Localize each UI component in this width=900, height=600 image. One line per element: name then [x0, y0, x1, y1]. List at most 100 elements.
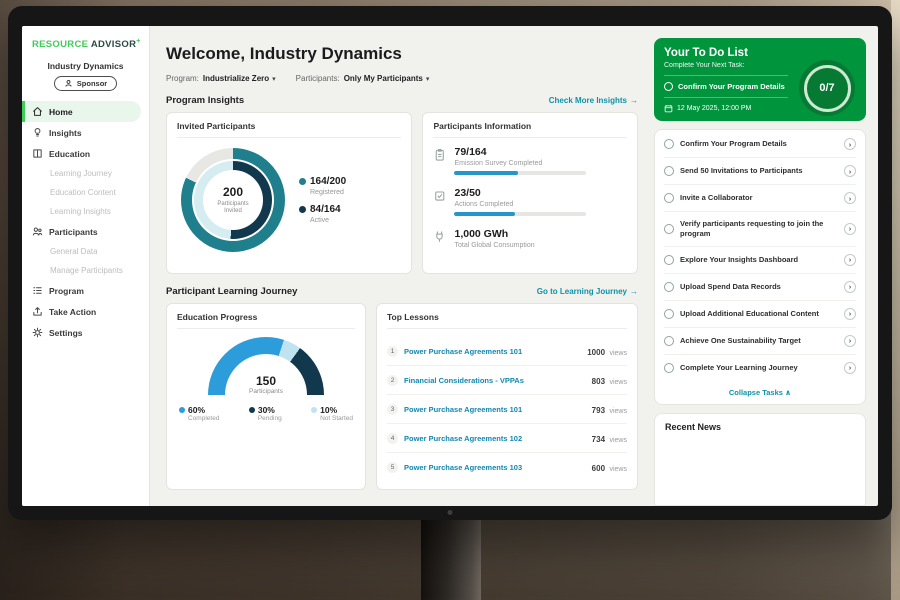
- lesson-link[interactable]: Power Purchase Agreements 101: [404, 346, 523, 356]
- chevron-right-icon[interactable]: ›: [844, 334, 856, 347]
- task-row-verify-participants[interactable]: Verify participants requesting to join t…: [664, 212, 856, 247]
- sidebar-item-take-action[interactable]: Take Action: [22, 301, 149, 322]
- window-light-strip: [891, 0, 900, 600]
- checkbox-icon[interactable]: [664, 281, 674, 292]
- checkbox-icon[interactable]: [664, 362, 674, 373]
- chevron-right-icon[interactable]: ›: [844, 165, 856, 177]
- divider: [664, 75, 788, 76]
- legend-label: Not Started: [320, 415, 353, 422]
- invited-legend: 164/200 Registered 84/164 Active: [299, 168, 346, 232]
- participants-filter: Participants: Only My Participants ▾: [296, 74, 430, 83]
- checkbox-icon[interactable]: [664, 254, 674, 265]
- invited-total: 200: [222, 184, 244, 199]
- todo-next-task[interactable]: Confirm Your Program Details: [664, 82, 856, 91]
- gauge-label: Participants: [249, 388, 283, 395]
- task-row-upload-spend-data[interactable]: Upload Spend Data Records ›: [664, 274, 856, 301]
- legend-label: Active: [310, 217, 330, 224]
- lesson-rank: 2: [387, 374, 398, 386]
- checkbox-icon[interactable]: [664, 193, 674, 203]
- monitor-stand: [421, 518, 481, 600]
- chevron-right-icon[interactable]: ›: [844, 280, 856, 293]
- lesson-views: 734: [591, 435, 606, 444]
- chevron-down-icon: ▾: [272, 75, 276, 83]
- insights-cards-row: Invited Participants 200 Participants In…: [166, 112, 638, 274]
- program-insights-title: Program Insights: [166, 95, 245, 106]
- lesson-link[interactable]: Financial Considerations - VPPAs: [404, 375, 524, 385]
- todo-panel: Your To Do List Complete Your Next Task:…: [650, 26, 878, 506]
- stat-label: Emission Survey Completed: [454, 160, 543, 167]
- book-icon: [32, 148, 43, 159]
- sidebar-item-home[interactable]: Home: [22, 101, 141, 123]
- home-icon: [32, 106, 43, 117]
- task-row-upload-educational-content[interactable]: Upload Additional Educational Content ›: [664, 301, 856, 328]
- sidebar-item-settings[interactable]: Settings: [22, 322, 149, 343]
- views-word: views: [609, 350, 627, 357]
- lesson-views: 793: [591, 406, 606, 415]
- lesson-row: 2 Financial Considerations - VPPAs 803 v…: [387, 366, 627, 395]
- checkbox-icon[interactable]: [664, 82, 673, 91]
- chevron-right-icon[interactable]: ›: [844, 222, 856, 235]
- checkbox-icon[interactable]: [664, 223, 674, 234]
- filter-bar: Program: Industrialize Zero ▾ Participan…: [166, 74, 638, 83]
- checkbox-icon[interactable]: [664, 308, 674, 319]
- chevron-right-icon[interactable]: ›: [844, 307, 856, 320]
- views-word: views: [609, 466, 627, 473]
- task-row-send-invitations[interactable]: Send 50 Invitations to Participants ›: [664, 158, 856, 185]
- go-to-learning-journey-link[interactable]: Go to Learning Journey →: [537, 287, 638, 296]
- legend-value: 30%: [257, 405, 275, 415]
- check-more-insights-link[interactable]: Check More Insights →: [549, 96, 638, 105]
- task-row-achieve-target[interactable]: Achieve One Sustainability Target ›: [664, 328, 856, 355]
- emission-survey-progress-bar: [454, 171, 587, 175]
- checkbox-icon[interactable]: [664, 166, 674, 176]
- lesson-link[interactable]: Power Purchase Agreements 103: [404, 462, 523, 472]
- participants-icon: [32, 226, 43, 237]
- task-label: Achieve One Sustainability Target: [680, 335, 801, 345]
- participants-information-card: Participants Information 79/164 Emission…: [422, 112, 638, 274]
- task-row-complete-learning-journey[interactable]: Complete Your Learning Journey ›: [664, 355, 856, 381]
- task-row-invite-collaborator[interactable]: Invite a Collaborator ›: [664, 185, 856, 212]
- task-label: Invite a Collaborator: [680, 193, 753, 203]
- monitor-logo: [447, 510, 453, 515]
- org-name: Industry Dynamics: [47, 61, 124, 72]
- stat-value: 1,000 GWh: [454, 228, 509, 240]
- sidebar-item-participants[interactable]: Participants: [22, 221, 149, 242]
- task-row-confirm-program[interactable]: Confirm Your Program Details ›: [664, 131, 856, 158]
- sponsor-badge[interactable]: Sponsor: [53, 76, 118, 92]
- todo-task-list: Confirm Your Program Details › Send 50 I…: [654, 129, 866, 405]
- participants-filter-dropdown[interactable]: Only My Participants ▾: [344, 74, 430, 83]
- sidebar-item-education[interactable]: Education: [22, 143, 149, 164]
- program-insights-header: Program Insights Check More Insights →: [166, 95, 638, 106]
- calendar-icon: [664, 104, 673, 113]
- sidebar-item-program[interactable]: Program: [22, 280, 149, 301]
- sidebar-item-education-content[interactable]: Education Content: [22, 183, 149, 202]
- sidebar-item-general-data[interactable]: General Data: [22, 242, 149, 261]
- lesson-link[interactable]: Power Purchase Agreements 101: [404, 404, 523, 414]
- lesson-rank: 3: [387, 403, 398, 415]
- chevron-right-icon[interactable]: ›: [844, 192, 856, 204]
- checkbox-icon[interactable]: [664, 139, 674, 149]
- legend-item-not-started: 10% Not Started: [311, 405, 353, 422]
- sidebar-item-insights[interactable]: Insights: [22, 122, 149, 143]
- card-title: Participants Information: [433, 121, 627, 138]
- collapse-tasks-link[interactable]: Collapse Tasks ∧: [664, 381, 856, 403]
- card-title: Education Progress: [177, 312, 355, 329]
- progress-fill: [454, 171, 518, 175]
- task-row-explore-insights[interactable]: Explore Your Insights Dashboard ›: [664, 247, 856, 274]
- program-filter-dropdown[interactable]: Industrialize Zero ▾: [203, 74, 276, 83]
- stat-label: Actions Completed: [454, 201, 514, 208]
- chevron-right-icon[interactable]: ›: [844, 253, 856, 266]
- sidebar-item-label: Participants: [49, 226, 98, 237]
- dashboard-screen: RESOURCE ADVISOR+ Industry Dynamics Spon…: [22, 26, 878, 506]
- todo-due-label: 12 May 2025, 12:00 PM: [677, 105, 752, 112]
- sidebar-item-learning-journey[interactable]: Learning Journey: [22, 164, 149, 183]
- program-filter-label: Program:: [166, 74, 199, 83]
- sidebar-item-learning-insights[interactable]: Learning Insights: [22, 202, 149, 221]
- stat-value: 23/50: [454, 187, 481, 199]
- progress-fill: [454, 212, 516, 216]
- chevron-right-icon[interactable]: ›: [844, 361, 856, 374]
- todo-header-card: Your To Do List Complete Your Next Task:…: [654, 38, 866, 121]
- checkbox-icon[interactable]: [664, 335, 674, 346]
- chevron-right-icon[interactable]: ›: [844, 138, 856, 150]
- sidebar-item-manage-participants[interactable]: Manage Participants: [22, 261, 149, 280]
- lesson-link[interactable]: Power Purchase Agreements 102: [404, 433, 523, 443]
